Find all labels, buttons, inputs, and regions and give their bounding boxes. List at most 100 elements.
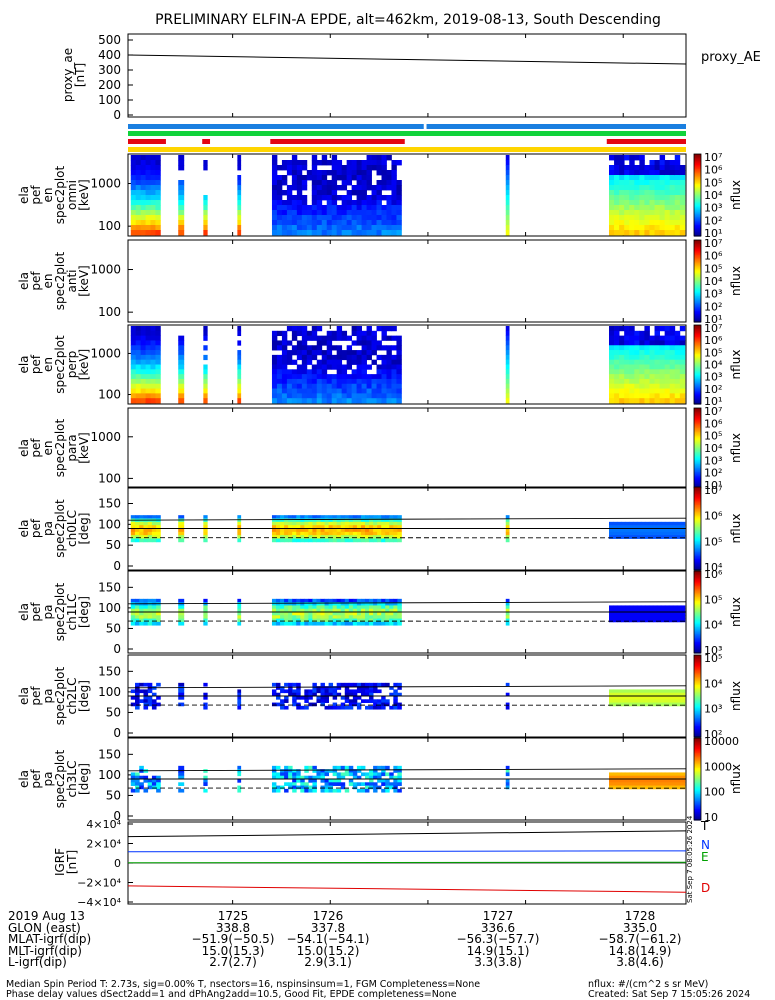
pitch-cell	[292, 782, 297, 786]
pitch-cell	[276, 612, 281, 616]
pitch-cell	[381, 765, 386, 770]
spectrogram-cell	[286, 215, 293, 221]
spectrogram-cell	[341, 220, 348, 226]
spectrogram-cell	[371, 165, 377, 171]
spectrogram-cell	[639, 185, 645, 191]
pitch-cell	[360, 788, 366, 793]
spectrogram-cell	[669, 354, 676, 361]
spectrogram-cell	[356, 225, 362, 231]
pitch-cell	[389, 692, 394, 697]
pitch-cell	[284, 598, 289, 603]
pitch-cell	[668, 785, 674, 790]
pitch-cell	[672, 692, 678, 697]
spectrogram-cell	[639, 165, 645, 171]
pitch-cell	[288, 772, 293, 777]
spectrogram-cell	[381, 230, 387, 236]
pitch-cell	[644, 696, 650, 700]
colorbar-cell	[694, 506, 701, 509]
pitch-cell	[389, 605, 394, 610]
spectrogram-cell	[150, 175, 156, 181]
spectrogram-cell	[311, 388, 318, 394]
spectrogram-cell	[321, 350, 328, 356]
spectrogram-cell	[654, 230, 660, 236]
spectrogram-cell	[664, 354, 671, 361]
spectrogram-cell	[356, 369, 362, 375]
pitch-cell	[292, 769, 297, 773]
colorbar-tick-label: 10²	[704, 467, 722, 480]
spectrogram-cell	[296, 180, 303, 186]
colorbar-cell	[694, 464, 701, 466]
pitch-cell	[620, 528, 626, 533]
spectrogram-cell	[356, 378, 362, 385]
spectrogram-cell	[346, 165, 353, 171]
spectrogram-cell	[679, 359, 686, 365]
pitch-cell	[156, 782, 161, 786]
colorbar-cell	[694, 450, 701, 453]
pitch-cell	[308, 692, 313, 697]
pitch-cell	[203, 515, 208, 519]
spectrogram-cell	[351, 378, 358, 385]
pitch-cell	[203, 602, 208, 606]
spectrogram-cell	[321, 175, 328, 181]
pitch-cell	[143, 788, 149, 793]
pitch-cell	[340, 618, 346, 623]
spectrogram-cell	[669, 195, 676, 201]
spectrogram-cell	[614, 378, 620, 385]
spectrogram-cell	[634, 340, 640, 346]
pitch-cell	[660, 618, 666, 623]
spectrogram-cell	[301, 160, 308, 166]
pitch-cell	[381, 696, 386, 700]
spectrogram-cell	[331, 345, 338, 351]
spectrogram-cell	[145, 340, 151, 346]
colorbar-cell	[694, 396, 701, 399]
colorbar-cell	[694, 181, 701, 184]
pitch-cell	[632, 692, 638, 697]
pitch-cell	[660, 612, 666, 616]
spectrogram-cell	[311, 195, 318, 201]
pitch-cell	[237, 788, 242, 793]
pitch-cell	[664, 605, 670, 610]
colorbar-cell	[694, 602, 701, 605]
pitch-cell	[648, 521, 654, 526]
pitch-cell	[276, 528, 281, 533]
pitch-cell	[304, 621, 309, 626]
spectrogram-cell	[237, 205, 242, 211]
pitch-cell	[628, 618, 634, 623]
pitch-cell	[178, 531, 185, 536]
colorbar-cell	[694, 613, 701, 616]
spectrogram-cell	[629, 398, 635, 404]
pitch-cell	[320, 699, 325, 703]
pitch-cell	[139, 608, 144, 613]
pitch-cell	[203, 538, 208, 543]
pitch-cell	[271, 538, 277, 543]
spectrogram-cell	[619, 398, 625, 404]
pitch-cell	[377, 765, 382, 770]
colorbar-cell	[694, 772, 701, 775]
spectrogram-cell	[281, 220, 288, 226]
pitch-cell	[316, 618, 321, 623]
spectrogram-cell	[281, 180, 288, 186]
colorbar-cell	[694, 748, 701, 751]
pitch-cell	[652, 605, 658, 610]
spectrogram-cell	[629, 225, 635, 231]
colorbar-cell	[694, 390, 701, 393]
spectrogram-cell	[361, 354, 367, 361]
colorbar-cell	[694, 229, 701, 232]
colorbar-cell	[694, 691, 701, 694]
pitch-cell	[505, 785, 510, 790]
pitch-cell	[332, 769, 338, 773]
colorbar-cell	[694, 529, 701, 532]
spectrogram-cell	[316, 345, 323, 351]
colorbar-cell	[694, 612, 701, 614]
pitch-cell	[151, 515, 157, 519]
spectrogram-cell	[629, 326, 635, 332]
spectrogram-cell	[505, 190, 510, 196]
pitch-cell	[664, 528, 670, 533]
spectrogram-cell	[321, 340, 328, 346]
pitch-cell	[381, 621, 386, 626]
pitch-cell	[320, 612, 325, 616]
pitch-cell	[271, 531, 277, 536]
spectrogram-cell	[629, 350, 635, 356]
colorbar-tick-label: 100	[704, 786, 725, 799]
spectrogram-cell	[366, 185, 372, 191]
